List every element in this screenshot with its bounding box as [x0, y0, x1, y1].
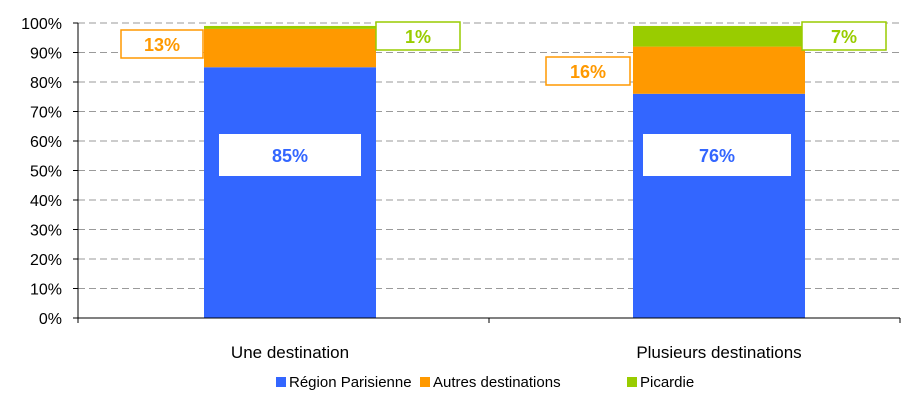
legend-label: Picardie: [640, 374, 694, 391]
data-label-box: [643, 134, 791, 176]
y-tick-label: 80%: [30, 75, 62, 92]
data-label: 76%: [699, 146, 735, 166]
bar-segment: [633, 46, 805, 94]
data-label-box: [545, 56, 631, 86]
bar-segment: [633, 93, 805, 318]
y-tick-label: 50%: [30, 164, 62, 181]
x-category-label: Une destination: [231, 343, 349, 362]
data-label: 1%: [405, 27, 431, 47]
data-label: 7%: [831, 27, 857, 47]
y-tick-label: 90%: [30, 46, 62, 63]
data-label-box: [219, 134, 361, 176]
y-tick-label: 60%: [30, 134, 62, 151]
data-label-box: [375, 21, 461, 51]
y-tick-label: 100%: [21, 16, 62, 33]
data-label: 13%: [144, 35, 180, 55]
data-label-box: [120, 29, 204, 59]
y-tick-label: 70%: [30, 105, 62, 122]
legend-swatch: [276, 377, 286, 387]
data-label: 85%: [272, 146, 308, 166]
legend-label: Région Parisienne: [289, 374, 412, 391]
bar-segment: [204, 67, 376, 318]
y-tick-label: 40%: [30, 193, 62, 210]
legend: Région Parisienne Autres destinations Pica…: [276, 374, 694, 391]
bar-segment: [204, 25, 376, 29]
bars: [204, 25, 805, 318]
y-tick-label: 0%: [39, 311, 62, 328]
bar-segment: [204, 28, 376, 68]
data-label: 16%: [570, 62, 606, 82]
legend-swatch: [627, 377, 637, 387]
y-tick-label: 20%: [30, 252, 62, 269]
x-category-label: Plusieurs destinations: [636, 343, 801, 362]
legend-label: Autres destinations: [433, 374, 561, 391]
y-tick-label: 10%: [30, 282, 62, 299]
data-labels: 85% 76% 13% 1% 16% 7%: [120, 21, 887, 176]
axes: 0% 10% 20% 30% 40% 50% 60% 70% 80% 90% 100% Une des…: [21, 16, 901, 362]
bar-segment: [633, 25, 805, 47]
data-label-box: [801, 21, 887, 51]
y-tick-label: 30%: [30, 223, 62, 240]
legend-swatch: [420, 377, 430, 387]
